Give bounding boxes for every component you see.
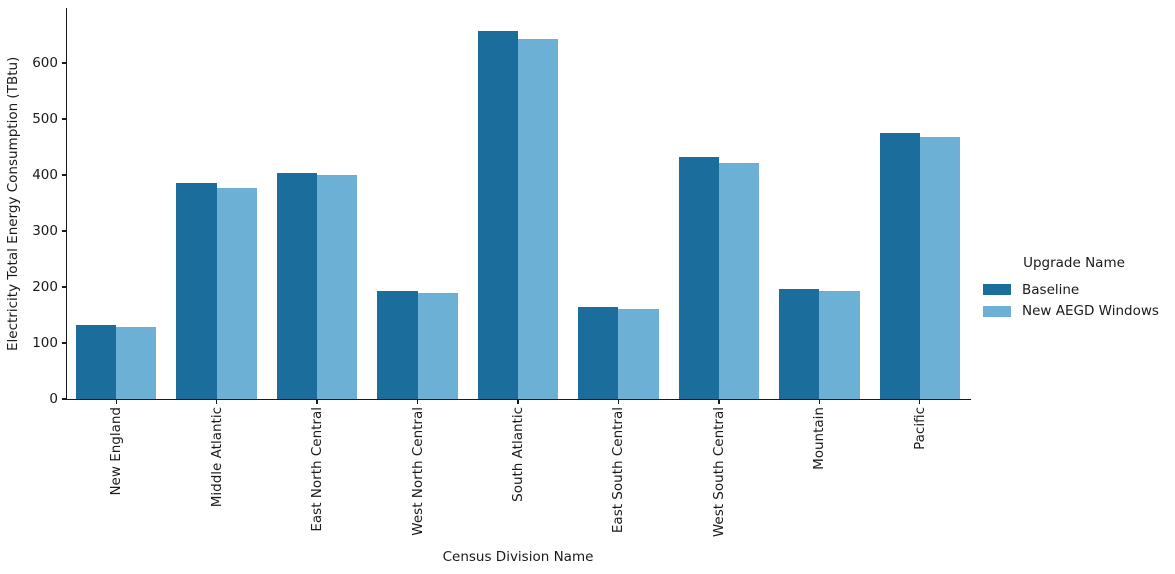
bar-new-aegd-windows-east-south-central	[618, 309, 659, 399]
x-tick-mark	[818, 400, 820, 404]
bar-baseline-west-south-central	[678, 157, 719, 399]
x-tick-mark	[416, 400, 419, 404]
legend-item-new-aegd-windows: New AEGD Windows	[983, 301, 1165, 323]
bar-baseline-east-south-central	[578, 307, 619, 399]
bar-new-aegd-windows-west-north-central	[417, 293, 458, 399]
bar-new-aegd-windows-east-north-central	[317, 175, 358, 399]
bar-baseline-west-north-central	[377, 291, 418, 399]
x-tick-mark	[919, 400, 921, 404]
legend-swatch-new-aegd-windows	[983, 305, 1011, 317]
bar-baseline-south-atlantic	[477, 30, 518, 399]
y-tick-mark	[62, 118, 66, 120]
x-tick-label-east-north-central: East North Central	[309, 407, 326, 532]
legend-label-baseline: Baseline	[1022, 281, 1080, 298]
y-tick-label: 0	[49, 391, 58, 407]
y-tick-label: 300	[32, 222, 58, 239]
y-tick-mark	[62, 342, 66, 344]
bar-baseline-east-north-central	[276, 172, 318, 399]
x-tick-mark	[617, 400, 620, 404]
bar-new-aegd-windows-south-atlantic	[518, 38, 559, 399]
y-tick-label: 200	[32, 278, 58, 295]
legend-item-baseline: Baseline	[983, 279, 1165, 301]
bar-baseline-middle-atlantic	[176, 183, 217, 399]
legend-swatch-baseline	[983, 284, 1011, 296]
y-tick-mark	[62, 230, 66, 232]
x-tick-mark	[115, 400, 117, 404]
x-tick-mark	[316, 400, 318, 404]
legend: Upgrade Name Baseline New AEGD Windows	[983, 255, 1165, 322]
y-tick-label: 100	[32, 334, 58, 351]
x-axis-spine	[66, 399, 971, 401]
x-tick-mark	[216, 400, 218, 404]
x-tick-mark	[517, 400, 519, 404]
y-tick-label: 400	[32, 166, 58, 183]
bar-baseline-new-england	[76, 325, 117, 399]
x-tick-label-new-england: New England	[108, 407, 125, 496]
x-tick-label-east-south-central: East South Central	[610, 407, 627, 534]
x-tick-label-west-south-central: West South Central	[710, 407, 727, 538]
y-tick-mark	[62, 286, 66, 288]
bar-baseline-pacific	[879, 133, 920, 399]
bar-baseline-mountain	[779, 288, 820, 399]
x-axis-title: Census Division Name	[442, 549, 594, 565]
y-tick-mark	[62, 62, 66, 64]
y-tick-label: 600	[32, 54, 58, 71]
bar-new-aegd-windows-new-england	[116, 327, 157, 399]
bar-new-aegd-windows-west-south-central	[718, 163, 760, 399]
x-tick-label-west-north-central: West North Central	[409, 407, 426, 536]
x-tick-label-pacific: Pacific	[911, 407, 928, 450]
x-tick-label-mountain: Mountain	[811, 407, 828, 470]
y-tick-label: 500	[32, 110, 58, 127]
x-tick-label-south-atlantic: South Atlantic	[510, 407, 526, 502]
legend-label-new-aegd-windows: New AEGD Windows	[1022, 303, 1159, 320]
bar-new-aegd-windows-mountain	[819, 290, 860, 399]
y-tick-mark	[62, 398, 66, 400]
y-tick-mark	[62, 174, 66, 176]
bar-new-aegd-windows-middle-atlantic	[216, 187, 257, 399]
x-tick-label-middle-atlantic: Middle Atlantic	[208, 407, 225, 508]
x-tick-mark	[718, 400, 720, 404]
y-axis-spine	[66, 8, 68, 400]
legend-title: Upgrade Name	[1023, 255, 1125, 271]
bar-new-aegd-windows-pacific	[919, 137, 960, 399]
